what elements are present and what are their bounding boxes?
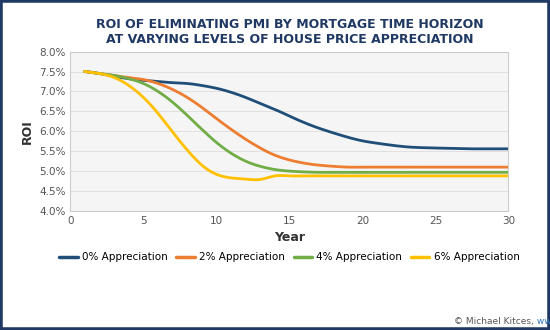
6% Appreciation [82,70,89,74]
2% Appreciation [334,165,340,169]
0% Appreciation [467,147,474,151]
0% Appreciation [334,132,340,136]
2% Appreciation [440,165,447,169]
4% Appreciation [321,170,328,174]
6% Appreciation [335,174,342,178]
0% Appreciation [465,147,472,151]
4% Appreciation [342,170,349,174]
0% Appreciation [82,70,89,74]
Text: www.kitces.com: www.kitces.com [534,317,550,326]
Legend: 0% Appreciation, 2% Appreciation, 4% Appreciation, 6% Appreciation: 0% Appreciation, 2% Appreciation, 4% App… [55,248,524,266]
2% Appreciation [82,70,89,74]
4% Appreciation [83,70,90,74]
2% Appreciation [505,165,512,169]
2% Appreciation [351,165,358,169]
Text: © Michael Kitces,: © Michael Kitces, [454,317,534,326]
2% Appreciation [332,165,339,169]
0% Appreciation [438,146,445,150]
6% Appreciation [505,174,512,178]
4% Appreciation [82,70,89,74]
X-axis label: Year: Year [274,231,305,244]
0% Appreciation [332,132,339,136]
6% Appreciation [334,174,340,178]
6% Appreciation [252,178,258,182]
6% Appreciation [342,174,349,178]
6% Appreciation [440,174,447,178]
4% Appreciation [334,170,340,174]
6% Appreciation [467,174,474,178]
4% Appreciation [335,170,342,174]
0% Appreciation [341,134,348,138]
0% Appreciation [505,147,512,151]
2% Appreciation [341,165,348,169]
Line: 0% Appreciation: 0% Appreciation [85,72,508,149]
Title: ROI OF ELIMINATING PMI BY MORTGAGE TIME HORIZON
AT VARYING LEVELS OF HOUSE PRICE: ROI OF ELIMINATING PMI BY MORTGAGE TIME … [96,18,483,46]
4% Appreciation [440,170,447,174]
4% Appreciation [467,170,474,174]
0% Appreciation [83,70,90,74]
6% Appreciation [83,70,90,74]
Line: 2% Appreciation: 2% Appreciation [85,72,508,167]
2% Appreciation [83,70,90,74]
Line: 6% Appreciation: 6% Appreciation [85,72,508,180]
Line: 4% Appreciation: 4% Appreciation [85,72,508,172]
2% Appreciation [467,165,474,169]
4% Appreciation [505,170,512,174]
Y-axis label: ROI: ROI [20,119,34,144]
